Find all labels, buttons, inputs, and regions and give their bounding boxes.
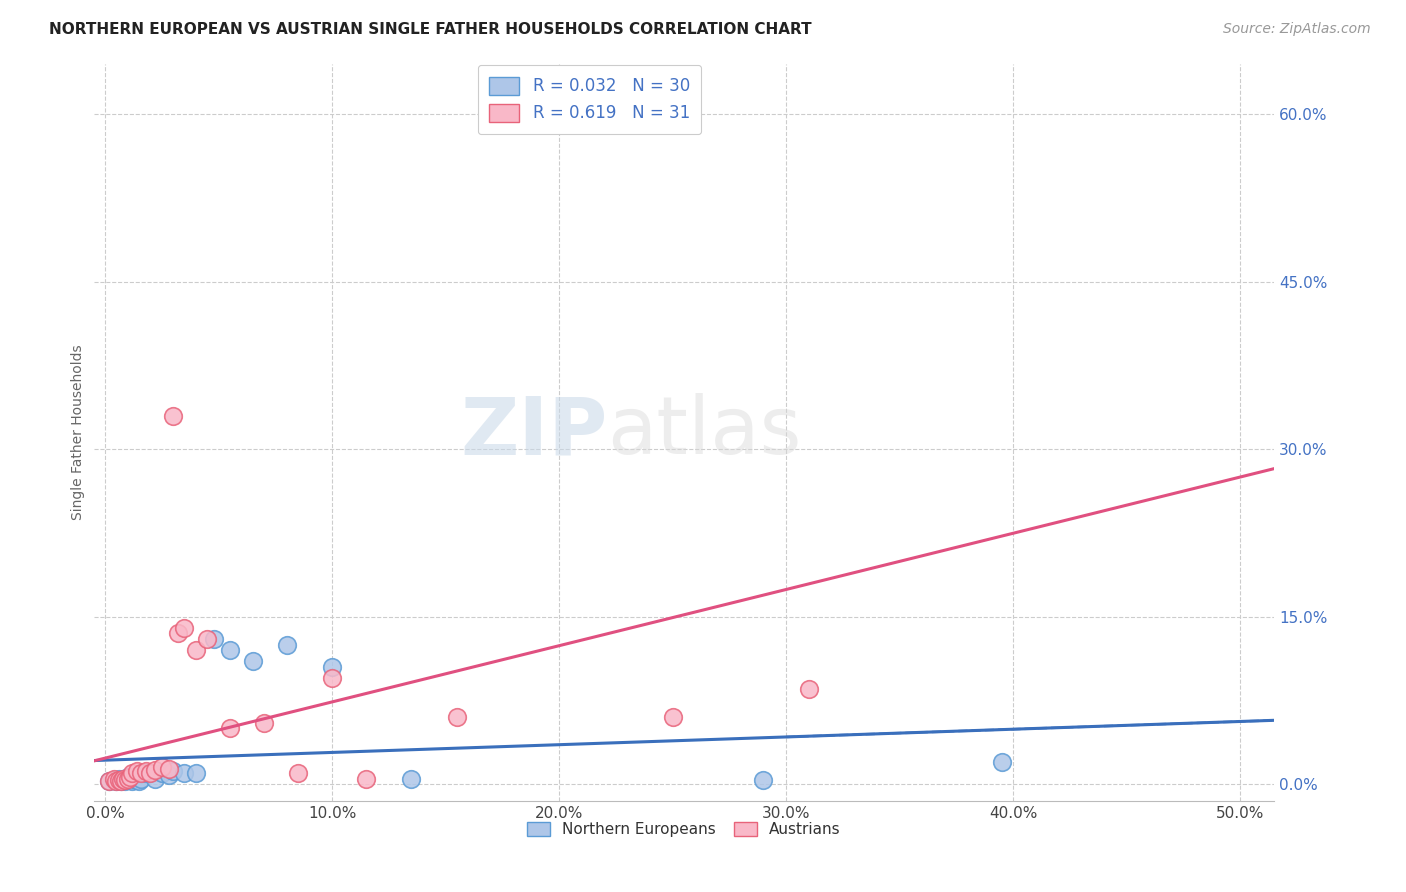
Point — [105, 773, 128, 788]
Point — [354, 772, 377, 786]
Point — [276, 638, 298, 652]
Point — [121, 766, 143, 780]
Point — [118, 771, 141, 785]
Point — [143, 772, 166, 786]
Point — [184, 643, 207, 657]
Point — [139, 766, 162, 780]
Point — [752, 772, 775, 787]
Point — [112, 772, 135, 787]
Point — [253, 715, 276, 730]
Text: NORTHERN EUROPEAN VS AUSTRIAN SINGLE FATHER HOUSEHOLDS CORRELATION CHART: NORTHERN EUROPEAN VS AUSTRIAN SINGLE FAT… — [49, 22, 811, 37]
Point — [107, 772, 129, 787]
Point — [110, 773, 132, 788]
Point — [184, 766, 207, 780]
Point — [117, 771, 139, 785]
Point — [129, 772, 152, 786]
Point — [991, 755, 1014, 769]
Point — [173, 621, 195, 635]
Point — [118, 772, 141, 787]
Point — [218, 643, 240, 657]
Point — [446, 710, 468, 724]
Text: Source: ZipAtlas.com: Source: ZipAtlas.com — [1223, 22, 1371, 37]
Point — [129, 766, 152, 780]
Point — [150, 766, 173, 780]
Point — [202, 632, 225, 646]
Point — [166, 626, 188, 640]
Point — [195, 632, 218, 646]
Point — [117, 772, 139, 786]
Point — [125, 772, 148, 787]
Point — [143, 763, 166, 777]
Point — [218, 721, 240, 735]
Point — [98, 773, 121, 788]
Point — [103, 772, 125, 787]
Point — [128, 773, 150, 788]
Point — [114, 773, 136, 788]
Point — [162, 409, 184, 423]
Point — [125, 764, 148, 778]
Point — [150, 760, 173, 774]
Point — [124, 772, 146, 786]
Point — [321, 660, 343, 674]
Point — [321, 671, 343, 685]
Point — [157, 762, 180, 776]
Y-axis label: Single Father Households: Single Father Households — [72, 344, 86, 520]
Text: ZIP: ZIP — [460, 393, 607, 472]
Point — [162, 764, 184, 778]
Point — [107, 772, 129, 786]
Point — [98, 773, 121, 788]
Point — [401, 772, 423, 786]
Point — [157, 768, 180, 782]
Point — [112, 772, 135, 786]
Point — [242, 654, 264, 668]
Point — [103, 772, 125, 786]
Point — [797, 682, 820, 697]
Point — [135, 764, 157, 778]
Point — [135, 766, 157, 780]
Point — [139, 766, 162, 780]
Point — [114, 772, 136, 787]
Legend: Northern Europeans, Austrians: Northern Europeans, Austrians — [519, 814, 849, 845]
Point — [661, 710, 683, 724]
Point — [287, 766, 309, 780]
Point — [173, 766, 195, 780]
Text: atlas: atlas — [607, 393, 801, 472]
Point — [121, 773, 143, 788]
Point — [110, 773, 132, 788]
Point — [105, 773, 128, 788]
